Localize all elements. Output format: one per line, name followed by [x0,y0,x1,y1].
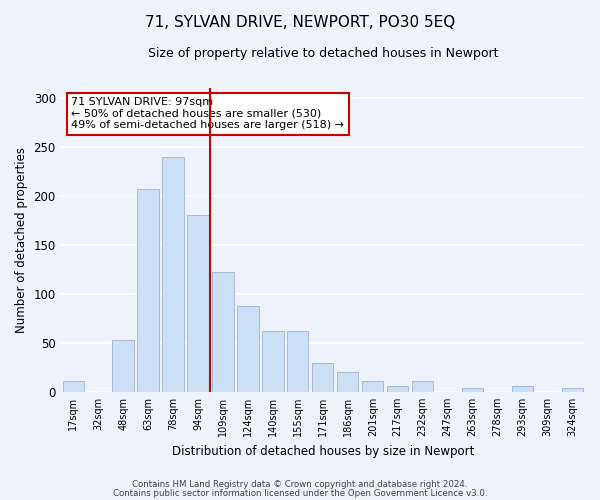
Bar [337,372,358,392]
Bar [262,331,284,392]
Text: 71, SYLVAN DRIVE, NEWPORT, PO30 5EQ: 71, SYLVAN DRIVE, NEWPORT, PO30 5EQ [145,15,455,30]
Bar [112,340,134,392]
Bar [362,381,383,392]
Bar [137,189,158,392]
Bar [212,272,233,392]
Bar [163,156,184,392]
Bar [312,362,334,392]
Bar [187,214,209,392]
X-axis label: Distribution of detached houses by size in Newport: Distribution of detached houses by size … [172,444,474,458]
Y-axis label: Number of detached properties: Number of detached properties [15,147,28,333]
Bar [562,388,583,392]
Bar [462,388,483,392]
Text: 71 SYLVAN DRIVE: 97sqm
← 50% of detached houses are smaller (530)
49% of semi-de: 71 SYLVAN DRIVE: 97sqm ← 50% of detached… [71,97,344,130]
Bar [412,381,433,392]
Bar [512,386,533,392]
Bar [387,386,409,392]
Text: Contains public sector information licensed under the Open Government Licence v3: Contains public sector information licen… [113,488,487,498]
Bar [287,331,308,392]
Bar [238,306,259,392]
Text: Contains HM Land Registry data © Crown copyright and database right 2024.: Contains HM Land Registry data © Crown c… [132,480,468,489]
Bar [62,381,84,392]
Title: Size of property relative to detached houses in Newport: Size of property relative to detached ho… [148,48,498,60]
